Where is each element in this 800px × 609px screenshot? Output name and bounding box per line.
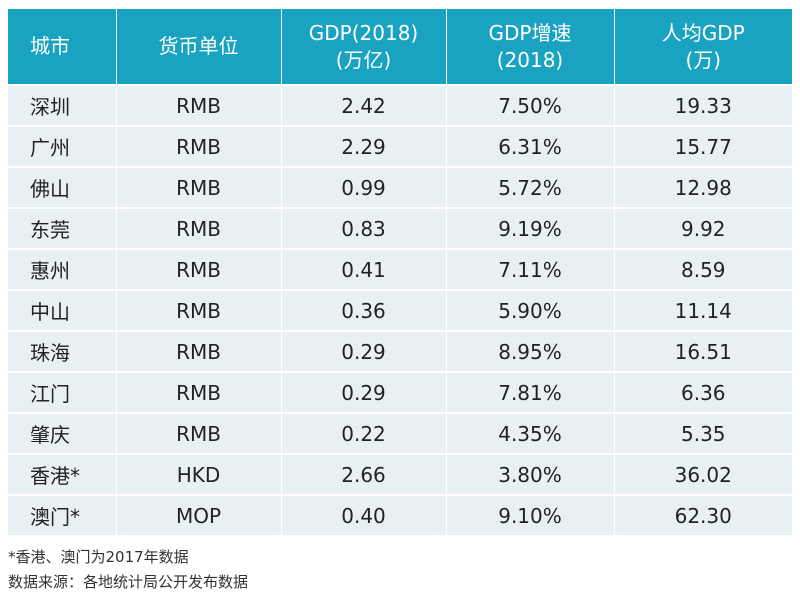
header-gdp-line1: GDP(2018) xyxy=(308,20,419,45)
cell-gdp: 2.66 xyxy=(281,453,447,495)
cell-currency: RMB xyxy=(116,207,282,249)
header-per-capita: 人均GDP (万) xyxy=(614,9,792,85)
table-row: 肇庆 RMB 0.22 4.35% 5.35 xyxy=(8,412,792,454)
cell-gdp: 0.36 xyxy=(281,289,447,331)
cell-growth: 9.19% xyxy=(446,207,615,249)
cell-gdp: 0.41 xyxy=(281,248,447,290)
cell-city: 东莞 xyxy=(8,207,117,249)
cell-currency: RMB xyxy=(116,125,282,167)
header-per-capita-line1: 人均GDP xyxy=(661,20,745,45)
cell-city: 惠州 xyxy=(8,248,117,290)
cell-city: 江门 xyxy=(8,371,117,413)
cell-city: 肇庆 xyxy=(8,412,117,454)
cell-growth: 5.90% xyxy=(446,289,615,331)
table-row: 深圳 RMB 2.42 7.50% 19.33 xyxy=(8,84,792,126)
cell-growth: 6.31% xyxy=(446,125,615,167)
cell-city: 香港* xyxy=(8,453,117,495)
gdp-table: 城市 货币单位 GDP(2018) (万亿) GDP增速 (2018) 人均GD… xyxy=(8,9,792,535)
cell-per-capita: 16.51 xyxy=(614,330,792,372)
cell-growth: 7.50% xyxy=(446,84,615,126)
table-row: 广州 RMB 2.29 6.31% 15.77 xyxy=(8,125,792,167)
cell-per-capita: 36.02 xyxy=(614,453,792,495)
cell-currency: RMB xyxy=(116,248,282,290)
cell-currency: RMB xyxy=(116,330,282,372)
cell-currency: RMB xyxy=(116,412,282,454)
cell-currency: RMB xyxy=(116,289,282,331)
header-city: 城市 xyxy=(8,9,117,85)
cell-growth: 4.35% xyxy=(446,412,615,454)
header-growth-line2: (2018) xyxy=(496,47,564,72)
table-row: 澳门* MOP 0.40 9.10% 62.30 xyxy=(8,494,792,535)
cell-gdp: 2.42 xyxy=(281,84,447,126)
cell-growth: 5.72% xyxy=(446,166,615,208)
cell-city: 深圳 xyxy=(8,84,117,126)
table-row: 中山 RMB 0.36 5.90% 11.14 xyxy=(8,289,792,331)
data-source-note: 数据来源：各地统计局公开发布数据 xyxy=(8,573,249,591)
table-body: 深圳 RMB 2.42 7.50% 19.33 广州 RMB 2.29 6.31… xyxy=(8,84,792,535)
cell-city: 佛山 xyxy=(8,166,117,208)
cell-currency: MOP xyxy=(116,494,282,535)
cell-per-capita: 6.36 xyxy=(614,371,792,413)
cell-per-capita: 8.59 xyxy=(614,248,792,290)
cell-growth: 3.80% xyxy=(446,453,615,495)
header-currency: 货币单位 xyxy=(116,9,282,85)
cell-growth: 7.81% xyxy=(446,371,615,413)
cell-currency: RMB xyxy=(116,371,282,413)
cell-gdp: 2.29 xyxy=(281,125,447,167)
cell-growth: 7.11% xyxy=(446,248,615,290)
header-growth-line1: GDP增速 xyxy=(488,20,572,45)
cell-per-capita: 19.33 xyxy=(614,84,792,126)
cell-gdp: 0.22 xyxy=(281,412,447,454)
header-per-capita-line2: (万) xyxy=(685,47,722,72)
cell-per-capita: 62.30 xyxy=(614,494,792,535)
cell-currency: RMB xyxy=(116,166,282,208)
cell-gdp: 0.29 xyxy=(281,330,447,372)
cell-growth: 9.10% xyxy=(446,494,615,535)
header-gdp: GDP(2018) (万亿) xyxy=(281,9,447,85)
header-row: 城市 货币单位 GDP(2018) (万亿) GDP增速 (2018) 人均GD… xyxy=(8,9,792,85)
cell-per-capita: 11.14 xyxy=(614,289,792,331)
table-row: 佛山 RMB 0.99 5.72% 12.98 xyxy=(8,166,792,208)
cell-gdp: 0.29 xyxy=(281,371,447,413)
cell-per-capita: 5.35 xyxy=(614,412,792,454)
table-row: 惠州 RMB 0.41 7.11% 8.59 xyxy=(8,248,792,290)
header-growth: GDP增速 (2018) xyxy=(446,9,615,85)
table-notes: *香港、澳门为2017年数据 数据来源：各地统计局公开发布数据 xyxy=(8,545,248,595)
table-row: 香港* HKD 2.66 3.80% 36.02 xyxy=(8,453,792,495)
header-gdp-line2: (万亿) xyxy=(335,47,392,72)
cell-per-capita: 12.98 xyxy=(614,166,792,208)
cell-city: 中山 xyxy=(8,289,117,331)
table-header: 城市 货币单位 GDP(2018) (万亿) GDP增速 (2018) 人均GD… xyxy=(8,9,792,85)
gdp-table-container: 城市 货币单位 GDP(2018) (万亿) GDP增速 (2018) 人均GD… xyxy=(8,9,792,535)
cell-city: 澳门* xyxy=(8,494,117,535)
cell-gdp: 0.99 xyxy=(281,166,447,208)
cell-growth: 8.95% xyxy=(446,330,615,372)
cell-city: 珠海 xyxy=(8,330,117,372)
cell-per-capita: 9.92 xyxy=(614,207,792,249)
cell-gdp: 0.40 xyxy=(281,494,447,535)
table-row: 珠海 RMB 0.29 8.95% 16.51 xyxy=(8,330,792,372)
footnote: *香港、澳门为2017年数据 xyxy=(8,548,189,566)
cell-currency: HKD xyxy=(116,453,282,495)
cell-currency: RMB xyxy=(116,84,282,126)
table-row: 江门 RMB 0.29 7.81% 6.36 xyxy=(8,371,792,413)
cell-city: 广州 xyxy=(8,125,117,167)
cell-per-capita: 15.77 xyxy=(614,125,792,167)
table-row: 东莞 RMB 0.83 9.19% 9.92 xyxy=(8,207,792,249)
cell-gdp: 0.83 xyxy=(281,207,447,249)
